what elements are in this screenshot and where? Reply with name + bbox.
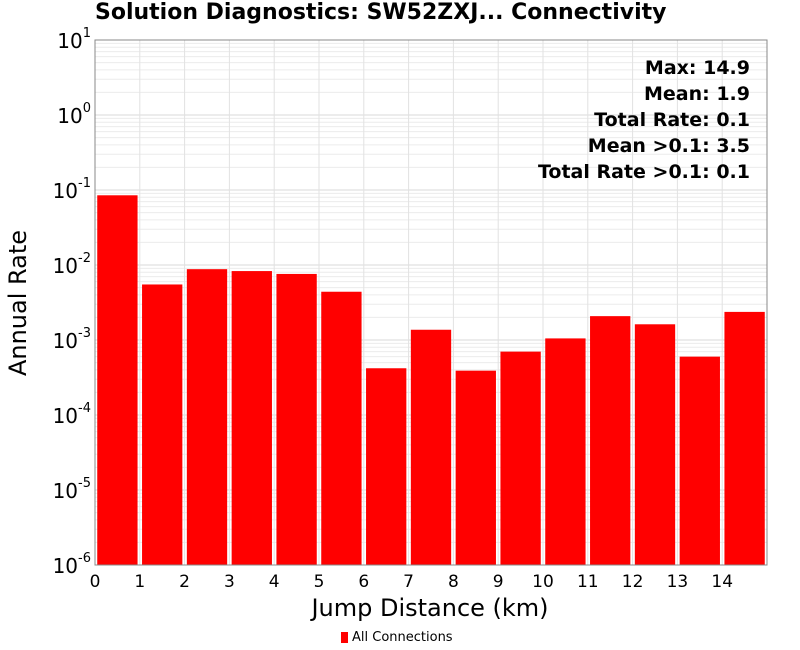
legend-swatch: [341, 632, 348, 643]
bar: [97, 195, 138, 565]
y-tick-label: 10-1: [53, 176, 91, 203]
x-axis-label: Jump Distance (km): [309, 594, 548, 622]
x-tick-label: 12: [622, 572, 644, 592]
bar: [500, 351, 541, 565]
x-tick-label: 1: [134, 572, 145, 592]
bar: [231, 271, 272, 565]
bar: [142, 284, 183, 565]
stat-line: Mean: 1.9: [644, 83, 750, 105]
y-tick-label: 10-3: [53, 326, 91, 353]
bars-group: [97, 195, 765, 565]
x-tick-label: 4: [269, 572, 280, 592]
legend: All Connections: [341, 630, 453, 645]
y-tick-label: 10-4: [53, 401, 91, 428]
y-tick-label: 10-6: [53, 551, 91, 578]
bar: [186, 269, 228, 565]
x-tick-label: 5: [314, 572, 325, 592]
x-tick-label: 14: [711, 572, 733, 592]
x-tick-label: 7: [403, 572, 414, 592]
stat-line: Total Rate: 0.1: [594, 109, 750, 131]
x-tick-label: 10: [532, 572, 554, 592]
stat-line: Total Rate >0.1: 0.1: [538, 161, 750, 183]
bar: [321, 291, 362, 565]
x-axis-ticks: 0 1 2 3 4 5 6 7 8 9 10 11 12 13 14: [90, 572, 733, 592]
legend-label: All Connections: [352, 630, 453, 645]
stats-annotation: Max: 14.9 Mean: 1.9 Total Rate: 0.1 Mean >0…: [538, 57, 750, 183]
stat-line: Max: 14.9: [645, 57, 750, 79]
bar: [366, 368, 407, 565]
x-tick-label: 6: [358, 572, 369, 592]
bar: [724, 311, 765, 565]
y-tick-label: 101: [57, 26, 91, 53]
x-tick-label: 3: [224, 572, 235, 592]
bar: [679, 356, 720, 565]
bar: [455, 370, 496, 565]
y-axis-ticks: 101 100 10-1 10-2 10-3 10-4 10-5 10-6: [53, 26, 91, 578]
bar: [545, 338, 586, 565]
bar: [590, 316, 631, 565]
plot-border: [94, 39, 768, 566]
x-tick-label: 9: [493, 572, 504, 592]
y-tick-label: 100: [57, 101, 91, 128]
chart-title: Solution Diagnostics: SW52ZXJ... Connect…: [95, 0, 667, 25]
bar: [410, 329, 452, 565]
x-tick-label: 0: [90, 572, 101, 592]
y-tick-label: 10-2: [53, 251, 91, 278]
x-tick-label: 2: [179, 572, 190, 592]
y-tick-label: 10-5: [53, 476, 91, 503]
bar: [634, 324, 676, 565]
stat-line: Mean >0.1: 3.5: [588, 135, 750, 157]
y-axis-label: Annual Rate: [4, 230, 32, 376]
x-tick-label: 11: [577, 572, 599, 592]
bar: [276, 273, 317, 565]
x-tick-label: 8: [448, 572, 459, 592]
x-tick-label: 13: [667, 572, 689, 592]
